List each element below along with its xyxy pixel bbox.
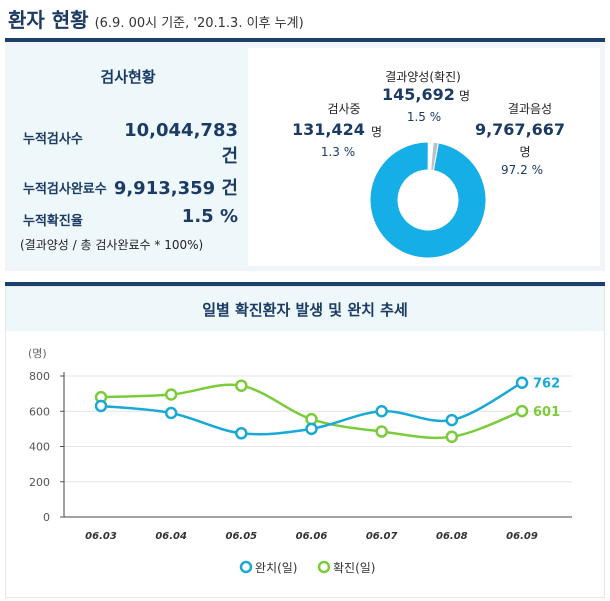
data-point-0 xyxy=(305,422,318,436)
data-point-1 xyxy=(235,379,248,392)
data-point-0 xyxy=(375,405,388,418)
x-tick-label: 06.04 xyxy=(155,531,187,542)
pie-slice-negative xyxy=(369,141,487,259)
data-point-0 xyxy=(94,399,108,413)
data-point-1 xyxy=(164,388,178,401)
header-divider xyxy=(5,38,605,42)
y-tick-label: 800 xyxy=(29,370,50,383)
x-tick-label: 06.03 xyxy=(85,531,117,542)
negative-pct: 97.2 % xyxy=(501,163,543,177)
data-point-1 xyxy=(445,430,459,444)
positive-pct: 1.5 % xyxy=(406,110,442,124)
chart-divider xyxy=(5,282,605,286)
completed-tests-label: 누적검사완료수 xyxy=(23,182,107,197)
cumulative-tests-value: 10,044,783 xyxy=(124,120,238,141)
stats-title: 검사현황 xyxy=(100,68,156,86)
legend-label-1: 확진(일) xyxy=(333,561,375,575)
cumulative-tests-unit: 건 xyxy=(221,146,238,167)
data-point-0 xyxy=(164,406,178,420)
legend-marker-0 xyxy=(239,560,253,574)
data-point-1 xyxy=(515,404,529,418)
completed-tests-value: 9,913,359 건 xyxy=(113,178,238,199)
x-tick-label: 06.09 xyxy=(506,531,538,542)
positivity-rate-value: 1.5 % xyxy=(181,206,238,227)
y-axis-unit: (명) xyxy=(28,347,47,360)
end-value-label-0: 762 xyxy=(533,377,560,392)
pie-chart xyxy=(369,141,487,259)
y-tick-label: 0 xyxy=(43,511,50,524)
page-subtitle: (6.9. 00시 기준, '20.1.3. 이후 누계) xyxy=(94,16,304,31)
data-point-0 xyxy=(515,376,529,389)
testing-label: 검사중 xyxy=(327,102,361,116)
pie-slice-positive xyxy=(430,141,439,172)
x-tick-label: 06.05 xyxy=(226,531,258,542)
negative-label: 결과음성 xyxy=(507,102,553,116)
data-point-0 xyxy=(445,413,459,427)
y-tick-label: 400 xyxy=(29,441,50,454)
negative-unit: 명 xyxy=(519,145,531,159)
legend-marker-1 xyxy=(317,560,331,574)
data-point-0 xyxy=(235,427,248,440)
legend-label-0: 완치(일) xyxy=(255,561,297,575)
x-tick-label: 06.07 xyxy=(366,531,398,542)
trend-panel: 일별 확진환자 발생 및 완치 추세 (명) 800 600 400 200 0 06.03… xyxy=(5,286,605,598)
y-tick-label: 200 xyxy=(29,476,50,489)
pie-box: 결과양성(확진) 145,692 명 1.5 % 검사중 131,424 명 1… xyxy=(248,48,600,266)
positive-label: 결과양성(확진) xyxy=(385,70,461,84)
chart-title-band xyxy=(6,287,604,331)
data-point-1 xyxy=(375,425,388,438)
test-stats-box: 검사현황 누적검사수 10,044,783 건 누적검사완료수 9,913,35… xyxy=(10,48,246,266)
y-tick-label: 600 xyxy=(29,405,50,418)
x-tick-label: 06.06 xyxy=(296,531,328,542)
negative-value: 9,767,667 xyxy=(474,120,566,139)
test-status-panel: 검사현황 누적검사수 10,044,783 건 누적검사완료수 9,913,35… xyxy=(5,42,605,271)
testing-unit: 명 xyxy=(371,125,383,139)
positive-unit: 명 xyxy=(459,89,471,103)
positivity-rate-label: 누적확진율 xyxy=(23,214,83,229)
line-chart: (명) 800 600 400 200 0 06.03 06.04 06.05 06.06 06.0… xyxy=(28,347,572,575)
page-title: 환자 현황 xyxy=(8,8,89,32)
positive-value: 145,692 xyxy=(382,85,455,104)
testing-pct: 1.3 % xyxy=(320,145,356,159)
chart-title: 일별 확진환자 발생 및 완치 추세 xyxy=(202,301,408,319)
testing-value: 131,424 xyxy=(292,120,365,139)
end-value-label-1: 601 xyxy=(533,405,560,420)
cumulative-tests-label: 누적검사수 xyxy=(23,132,83,147)
page-header: 환자 현황 (6.9. 00시 기준, '20.1.3. 이후 누계) xyxy=(8,4,304,34)
x-tick-label: 06.08 xyxy=(436,531,468,542)
rate-formula-note: (결과양성 / 총 검사완료수 * 100%) xyxy=(20,238,204,252)
